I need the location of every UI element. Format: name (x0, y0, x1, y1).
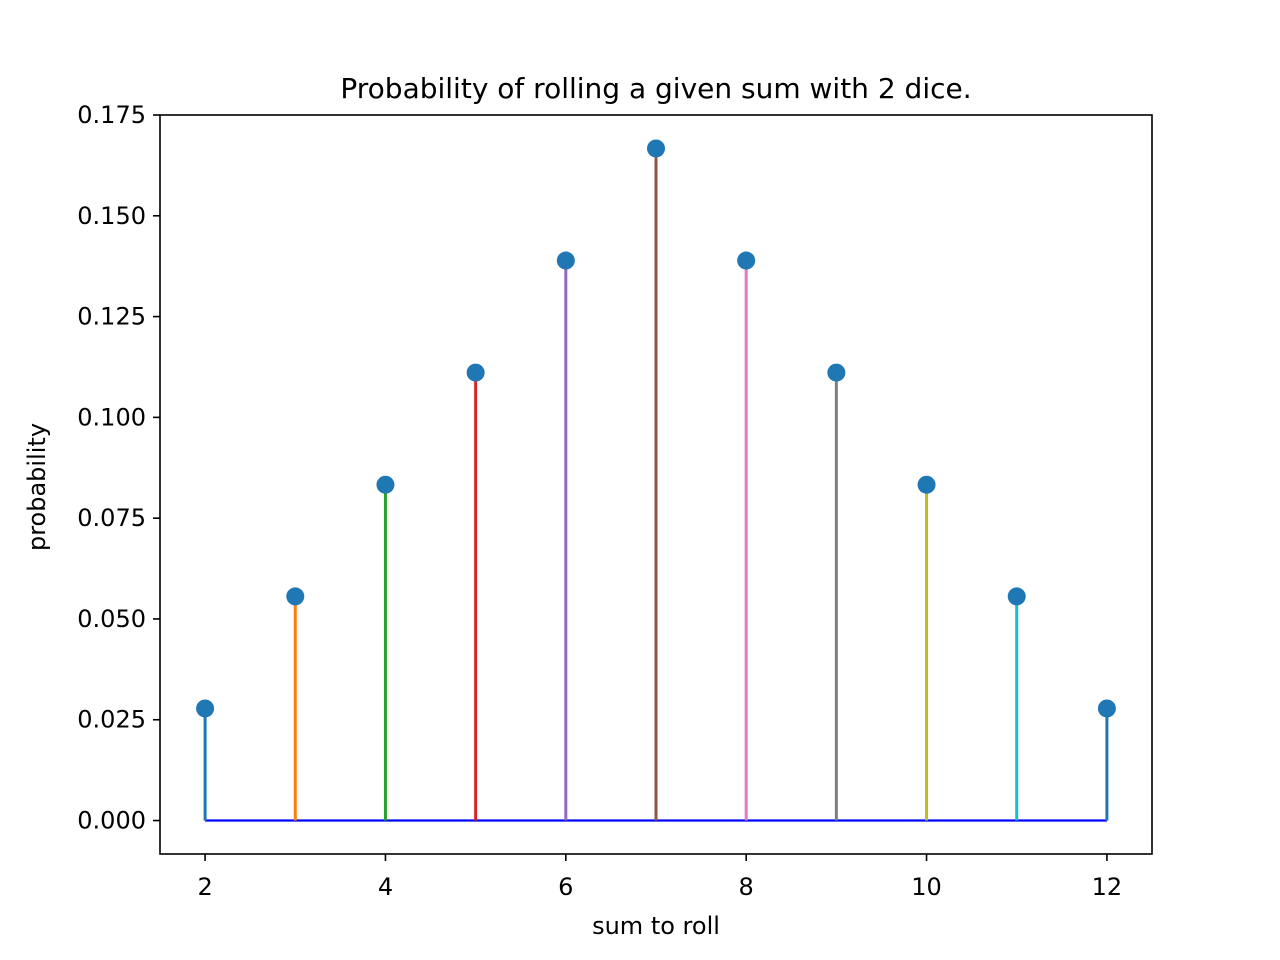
y-tick-label: 0.125 (77, 303, 146, 331)
x-axis-ticks: 2 4 6 8 10 12 (197, 854, 1122, 901)
y-axis-ticks: 0.000 0.025 0.050 0.075 0.100 0.125 0.150 0.175 (77, 101, 160, 835)
y-tick-label: 0.150 (77, 202, 146, 230)
stem-marker (827, 363, 846, 382)
chart-title: Probability of rolling a given sum with … (340, 72, 971, 105)
x-tick-label: 4 (378, 873, 393, 901)
x-tick-label: 10 (911, 873, 942, 901)
stems-layer (203, 148, 1109, 821)
stem-marker (1007, 587, 1026, 606)
stem-marker (556, 251, 575, 270)
y-tick-label: 0.075 (77, 504, 146, 532)
stem-marker (376, 475, 395, 494)
x-axis-label: sum to roll (592, 912, 720, 940)
x-tick-label: 6 (558, 873, 573, 901)
stem-marker (737, 251, 756, 270)
stem-marker (466, 363, 485, 382)
y-tick-label: 0.000 (77, 807, 146, 835)
stem-marker (286, 587, 305, 606)
stem-marker (1097, 699, 1116, 718)
y-axis-label: probability (23, 423, 51, 551)
y-tick-label: 0.175 (77, 101, 146, 129)
y-tick-label: 0.100 (77, 403, 146, 431)
markers-layer (196, 139, 1116, 718)
x-tick-label: 12 (1092, 873, 1123, 901)
stem-marker (647, 139, 665, 158)
x-tick-label: 2 (197, 873, 212, 901)
x-tick-label: 8 (739, 873, 754, 901)
stem-marker (917, 475, 936, 494)
plot-frame (159, 114, 1153, 855)
stem-marker (196, 699, 215, 718)
y-tick-label: 0.050 (77, 605, 146, 633)
y-tick-label: 0.025 (77, 706, 146, 734)
